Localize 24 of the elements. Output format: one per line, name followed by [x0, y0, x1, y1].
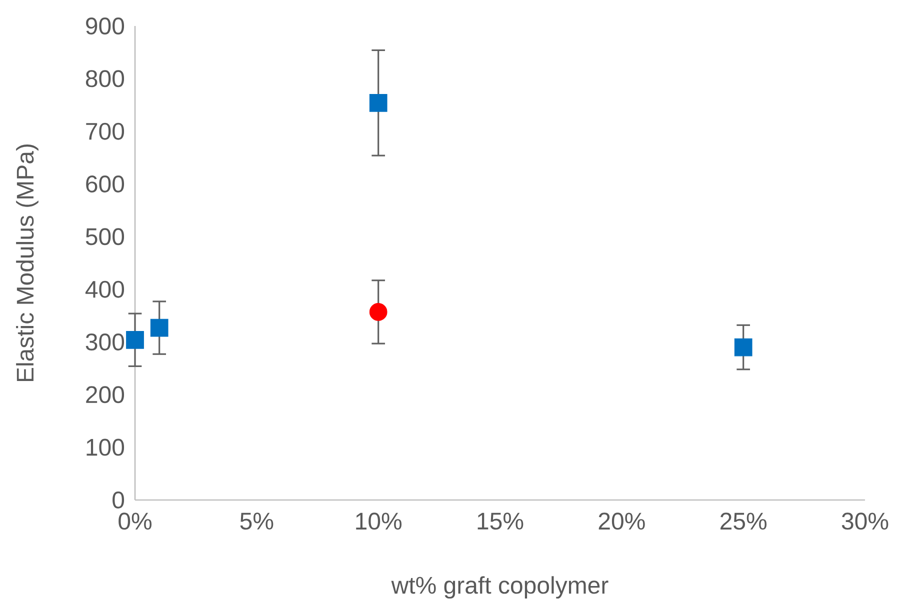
y-tick-label: 700	[86, 122, 124, 140]
x-tick-label: 25%	[720, 512, 766, 530]
point	[150, 318, 168, 337]
x-tick-label: 0%	[118, 512, 152, 530]
y-tick-label: 100	[86, 438, 124, 456]
y-tick-label: 200	[86, 386, 124, 404]
y-tick-label: 300	[86, 333, 124, 350]
y-tick-label: 600	[86, 175, 124, 192]
y-tick-label: 900	[86, 17, 124, 34]
x-tick-label: 10%	[356, 512, 402, 530]
y-axis-title: Elastic Modulus (MPa)	[16, 144, 38, 382]
x-tick-label: 15%	[478, 512, 524, 530]
y-tick-label: 0	[112, 491, 124, 508]
point	[734, 338, 752, 356]
x-tick-label: 30%	[842, 512, 888, 530]
point	[126, 330, 144, 349]
x-tick-label: 20%	[598, 512, 645, 530]
y-tick-label: 500	[86, 228, 124, 246]
x-axis-title: wt% graft copolymer	[391, 576, 608, 599]
y-tick-label: 400	[85, 280, 124, 298]
point	[369, 94, 388, 112]
point	[369, 303, 388, 321]
y-tick-label: 800	[86, 70, 124, 88]
x-tick-label: 5%	[240, 512, 274, 530]
